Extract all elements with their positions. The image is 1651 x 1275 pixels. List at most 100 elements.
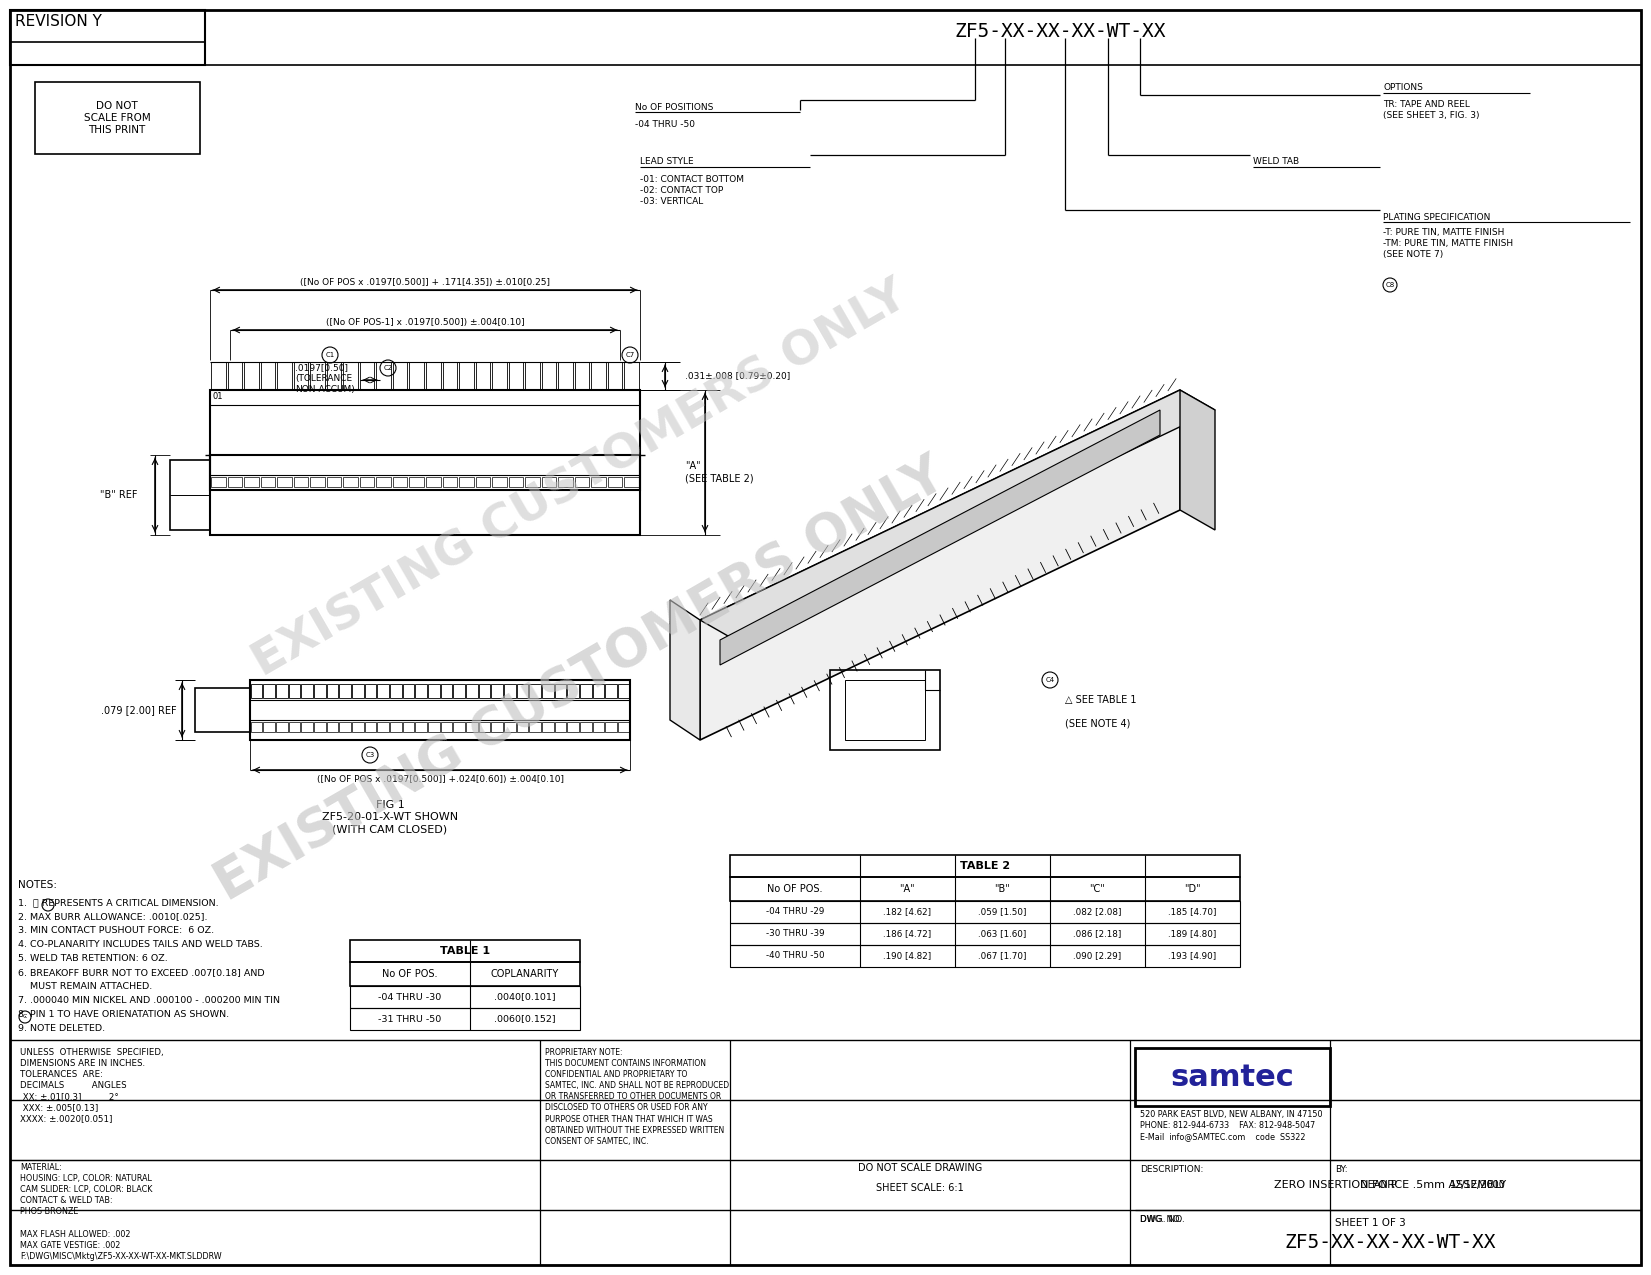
Bar (195, 688, 249, 732)
Text: DO NOT
SCALE FROM
THIS PRINT: DO NOT SCALE FROM THIS PRINT (84, 101, 150, 135)
Bar (558, 362, 573, 390)
Bar (360, 362, 375, 390)
Bar (475, 477, 490, 487)
Text: No OF POSITIONS: No OF POSITIONS (636, 102, 713, 111)
Text: REVISION Y: REVISION Y (15, 14, 102, 29)
Polygon shape (700, 390, 1215, 640)
Text: 4. CO-PLANARITY INCLUDES TAILS AND WELD TABS.: 4. CO-PLANARITY INCLUDES TAILS AND WELD … (18, 940, 263, 949)
Text: C8: C8 (1385, 282, 1395, 288)
Bar (441, 722, 452, 732)
Bar (261, 477, 276, 487)
Bar (244, 362, 259, 390)
Text: .063 [1.60]: .063 [1.60] (977, 929, 1027, 938)
Bar (390, 722, 401, 732)
Text: .031±.008 [0.79±0.20]: .031±.008 [0.79±0.20] (685, 371, 791, 380)
Bar (338, 683, 350, 697)
Text: TABLE 2: TABLE 2 (959, 861, 1010, 871)
Bar (276, 722, 287, 732)
Bar (251, 683, 263, 697)
Bar (426, 477, 441, 487)
Bar (428, 683, 439, 697)
Bar (428, 722, 439, 732)
Bar (211, 362, 226, 390)
Text: PLATING SPECIFICATION: PLATING SPECIFICATION (1384, 213, 1491, 222)
Bar (294, 477, 309, 487)
Bar (409, 362, 424, 390)
Bar (403, 683, 414, 697)
Bar (1134, 1048, 1331, 1105)
Text: "A": "A" (900, 884, 915, 894)
Text: EXISTING CUSTOMERS ONLY: EXISTING CUSTOMERS ONLY (206, 449, 954, 912)
Text: -T: PURE TIN, MATTE FINISH
-TM: PURE TIN, MATTE FINISH
(SEE NOTE 7): -T: PURE TIN, MATTE FINISH -TM: PURE TIN… (1384, 228, 1512, 259)
Bar (730, 923, 1240, 945)
Bar (343, 362, 358, 390)
Bar (263, 722, 274, 732)
Text: COPLANARITY: COPLANARITY (490, 969, 560, 979)
Text: FIG 1
ZF5-20-01-X-WT SHOWN
(WITH CAM CLOSED): FIG 1 ZF5-20-01-X-WT SHOWN (WITH CAM CLO… (322, 799, 457, 835)
Bar (730, 856, 1240, 877)
Bar (845, 680, 925, 740)
Text: DO NOT SCALE DRAWING: DO NOT SCALE DRAWING (859, 1163, 982, 1173)
Bar (730, 877, 1240, 901)
Bar (409, 477, 424, 487)
Bar (10, 10, 205, 65)
Bar (525, 362, 540, 390)
Text: DWG. NO.: DWG. NO. (1139, 1215, 1182, 1224)
Bar (211, 477, 226, 487)
Text: ([No OF POS x .0197[0.500]] +.024[0.60]) ±.004[0.10]: ([No OF POS x .0197[0.500]] +.024[0.60])… (317, 775, 563, 784)
Bar (608, 362, 622, 390)
Bar (251, 722, 263, 732)
Polygon shape (1180, 390, 1215, 530)
Bar (414, 683, 428, 697)
Bar (263, 683, 274, 697)
Text: .082 [2.08]: .082 [2.08] (1073, 908, 1121, 917)
Text: No OF POS.: No OF POS. (768, 884, 822, 894)
Text: LEAD STYLE: LEAD STYLE (641, 158, 693, 167)
Text: 1.  Ⓢ REPRESENTS A CRITICAL DIMENSION.: 1. Ⓢ REPRESENTS A CRITICAL DIMENSION. (18, 898, 218, 907)
Text: C3: C3 (365, 752, 375, 759)
Text: 8. PIN 1 TO HAVE ORIENATATION AS SHOWN.: 8. PIN 1 TO HAVE ORIENATATION AS SHOWN. (18, 1010, 229, 1019)
Bar (228, 362, 243, 390)
Bar (35, 82, 200, 154)
Text: .186 [4.72]: .186 [4.72] (883, 929, 931, 938)
Bar (452, 683, 466, 697)
Bar (289, 683, 300, 697)
Bar (542, 362, 556, 390)
Polygon shape (700, 390, 1180, 740)
Bar (492, 477, 507, 487)
Bar (608, 477, 622, 487)
Text: "B" REF: "B" REF (101, 490, 137, 500)
Bar (350, 1009, 580, 1030)
Bar (617, 683, 629, 697)
Text: .185 [4.70]: .185 [4.70] (1167, 908, 1217, 917)
Text: -31 THRU -50: -31 THRU -50 (378, 1015, 441, 1024)
Bar (459, 362, 474, 390)
Bar (593, 683, 604, 697)
Bar (244, 477, 259, 487)
Bar (205, 490, 646, 536)
Text: 12/12/2000: 12/12/2000 (1450, 1179, 1506, 1190)
Text: DESCRIPTION:: DESCRIPTION: (1139, 1165, 1204, 1174)
Text: .189 [4.80]: .189 [4.80] (1167, 929, 1217, 938)
Text: BY:: BY: (1336, 1165, 1347, 1174)
Bar (352, 722, 363, 732)
Text: -04 THRU -50: -04 THRU -50 (636, 120, 695, 129)
Bar (276, 683, 287, 697)
Text: SHEET 1 OF 3: SHEET 1 OF 3 (1336, 1218, 1405, 1228)
Text: 3. MIN CONTACT PUSHOUT FORCE:  6 OZ.: 3. MIN CONTACT PUSHOUT FORCE: 6 OZ. (18, 926, 215, 935)
Text: UNLESS  OTHERWISE  SPECIFIED,
DIMENSIONS ARE IN INCHES.
TOLERANCES  ARE:
DECIMAL: UNLESS OTHERWISE SPECIFIED, DIMENSIONS A… (20, 1048, 163, 1123)
Bar (568, 722, 580, 732)
Bar (294, 362, 309, 390)
Bar (479, 722, 490, 732)
Bar (442, 477, 457, 487)
Text: 2. MAX BURR ALLOWANCE: .0010[.025].: 2. MAX BURR ALLOWANCE: .0010[.025]. (18, 912, 208, 921)
Bar (509, 477, 523, 487)
Bar (310, 477, 325, 487)
Text: .079 [2.00] REF: .079 [2.00] REF (101, 705, 177, 715)
Bar (542, 722, 553, 732)
Bar (350, 963, 580, 986)
Text: NOTES:: NOTES: (18, 880, 58, 890)
Bar (352, 683, 363, 697)
Bar (593, 722, 604, 732)
Text: EXISTING CUSTOMERS ONLY: EXISTING CUSTOMERS ONLY (244, 273, 915, 686)
